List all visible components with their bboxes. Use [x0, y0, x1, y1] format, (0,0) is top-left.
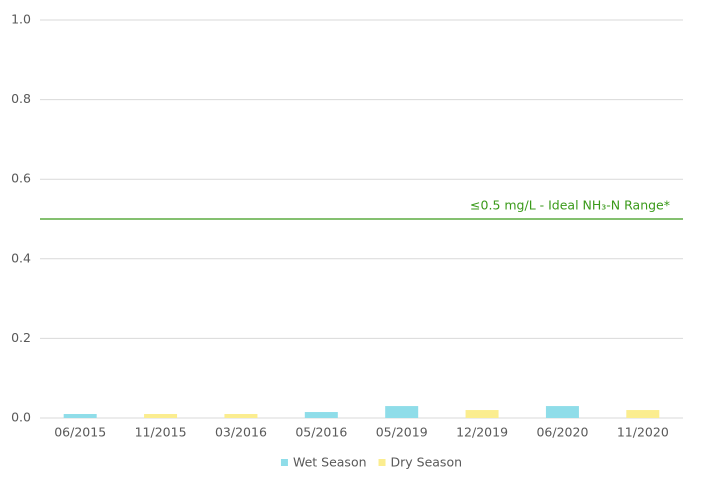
bar: [304, 412, 338, 418]
bar: [545, 406, 579, 418]
x-tick-label: 12/2019: [456, 425, 508, 440]
x-tick-label: 05/2016: [295, 425, 347, 440]
bar: [385, 406, 419, 418]
x-tick-label: 11/2020: [617, 425, 669, 440]
bar: [224, 414, 258, 418]
x-tick-label: 05/2019: [376, 425, 428, 440]
x-tick-label: 03/2016: [215, 425, 267, 440]
bar: [465, 410, 499, 418]
y-tick-label: 0.0: [11, 410, 31, 425]
x-tick-label: 06/2015: [54, 425, 106, 440]
y-tick-label: 0.2: [11, 330, 31, 345]
bar: [626, 410, 660, 418]
bar: [63, 414, 97, 418]
y-tick-label: 0.4: [11, 250, 31, 265]
legend-marker: [280, 459, 288, 466]
legend-marker: [378, 459, 386, 466]
x-tick-label: 11/2015: [135, 425, 187, 440]
y-tick-label: 0.6: [11, 171, 31, 186]
y-tick-label: 1.0: [11, 12, 31, 27]
threshold-label: ≤0.5 mg/L - Ideal NH₃-N Range*: [470, 198, 670, 213]
y-tick-label: 0.8: [11, 91, 31, 106]
legend-label: Wet Season: [293, 455, 367, 470]
x-tick-label: 06/2020: [536, 425, 588, 440]
legend-label: Dry Season: [391, 455, 463, 470]
bar: [144, 414, 178, 418]
